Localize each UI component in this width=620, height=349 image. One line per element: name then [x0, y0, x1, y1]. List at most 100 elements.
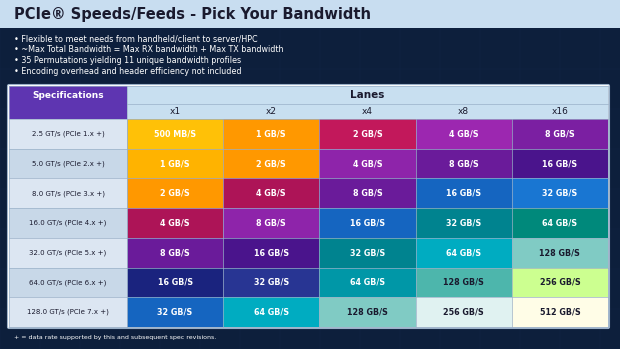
Bar	[223, 149, 319, 178]
Bar	[9, 119, 127, 149]
Bar	[319, 104, 415, 119]
Bar	[512, 119, 608, 149]
Text: 2 GB/S: 2 GB/S	[257, 159, 286, 168]
Text: 32 GB/S: 32 GB/S	[542, 189, 577, 198]
Text: 256 GB/S: 256 GB/S	[443, 307, 484, 317]
Text: 16 GB/S: 16 GB/S	[542, 159, 577, 168]
Text: 5.0 GT/s (PCIe 2.x +): 5.0 GT/s (PCIe 2.x +)	[32, 160, 104, 167]
Bar	[9, 208, 127, 238]
Bar	[127, 238, 223, 268]
Bar	[9, 149, 127, 178]
Text: PCIe® Speeds/Feeds - Pick Your Bandwidth: PCIe® Speeds/Feeds - Pick Your Bandwidth	[14, 7, 371, 22]
Bar	[223, 297, 319, 327]
Text: Specifications: Specifications	[32, 90, 104, 99]
Bar	[127, 149, 223, 178]
Bar	[512, 238, 608, 268]
Text: Lanes: Lanes	[350, 90, 384, 100]
Text: 256 GB/S: 256 GB/S	[539, 278, 580, 287]
Bar	[512, 268, 608, 297]
Text: 32 GB/S: 32 GB/S	[350, 248, 385, 257]
Bar	[9, 238, 127, 268]
Text: 64 GB/S: 64 GB/S	[542, 218, 577, 228]
Text: x1: x1	[169, 107, 180, 116]
Bar	[415, 208, 512, 238]
Bar	[223, 208, 319, 238]
Bar	[319, 238, 415, 268]
Text: 64.0 GT/s (PCIe 6.x +): 64.0 GT/s (PCIe 6.x +)	[29, 279, 107, 286]
Text: + = data rate supported by this and subsequent spec revisions.: + = data rate supported by this and subs…	[14, 334, 216, 340]
Text: 500 MB/S: 500 MB/S	[154, 129, 196, 138]
Text: 32.0 GT/s (PCIe 5.x +): 32.0 GT/s (PCIe 5.x +)	[29, 250, 107, 256]
Text: 16 GB/S: 16 GB/S	[350, 218, 385, 228]
Text: 4 GB/S: 4 GB/S	[449, 129, 479, 138]
Bar	[223, 178, 319, 208]
Text: 8 GB/S: 8 GB/S	[160, 248, 190, 257]
Text: 32 GB/S: 32 GB/S	[157, 307, 193, 317]
Bar	[127, 86, 608, 104]
Bar	[319, 119, 415, 149]
Bar	[415, 268, 512, 297]
Bar	[415, 149, 512, 178]
Bar	[9, 104, 127, 119]
Text: x2: x2	[266, 107, 277, 116]
Text: • Flexible to meet needs from handheld/client to server/HPC: • Flexible to meet needs from handheld/c…	[14, 34, 258, 43]
Bar	[319, 149, 415, 178]
Bar	[319, 208, 415, 238]
FancyBboxPatch shape	[7, 84, 609, 328]
Text: 16.0 GT/s (PCIe 4.x +): 16.0 GT/s (PCIe 4.x +)	[29, 220, 107, 226]
Bar	[9, 297, 127, 327]
Text: 1 GB/S: 1 GB/S	[257, 129, 286, 138]
Text: 2 GB/S: 2 GB/S	[353, 129, 383, 138]
Bar	[415, 178, 512, 208]
Bar	[415, 297, 512, 327]
Text: 128 GB/S: 128 GB/S	[539, 248, 580, 257]
Bar	[127, 268, 223, 297]
Bar	[512, 149, 608, 178]
Bar	[127, 297, 223, 327]
Text: 1 GB/S: 1 GB/S	[161, 159, 190, 168]
Text: 128.0 GT/s (PCIe 7.x +): 128.0 GT/s (PCIe 7.x +)	[27, 309, 109, 315]
Bar	[9, 268, 127, 297]
Bar	[319, 268, 415, 297]
Text: 8.0 GT/s (PCIe 3.x +): 8.0 GT/s (PCIe 3.x +)	[32, 190, 105, 196]
Bar	[319, 297, 415, 327]
Text: 16 GB/S: 16 GB/S	[254, 248, 289, 257]
Bar	[127, 178, 223, 208]
Text: 2 GB/S: 2 GB/S	[160, 189, 190, 198]
Text: 32 GB/S: 32 GB/S	[254, 278, 289, 287]
Bar	[9, 86, 127, 104]
Text: • 35 Permutations yielding 11 unique bandwidth profiles: • 35 Permutations yielding 11 unique ban…	[14, 56, 241, 65]
Text: 4 GB/S: 4 GB/S	[161, 218, 190, 228]
Bar	[223, 104, 319, 119]
Text: 4 GB/S: 4 GB/S	[257, 189, 286, 198]
Bar	[0, 0, 620, 28]
Text: x16: x16	[551, 107, 569, 116]
Text: 8 GB/S: 8 GB/S	[353, 189, 383, 198]
Text: 64 GB/S: 64 GB/S	[446, 248, 481, 257]
Text: 2.5 GT/s (PCIe 1.x +): 2.5 GT/s (PCIe 1.x +)	[32, 131, 104, 137]
Bar	[512, 208, 608, 238]
Bar	[512, 297, 608, 327]
Text: x8: x8	[458, 107, 469, 116]
Bar	[223, 238, 319, 268]
Text: 8 GB/S: 8 GB/S	[257, 218, 286, 228]
Text: 64 GB/S: 64 GB/S	[254, 307, 289, 317]
Bar	[512, 178, 608, 208]
Text: 64 GB/S: 64 GB/S	[350, 278, 385, 287]
Bar	[223, 119, 319, 149]
Bar	[223, 268, 319, 297]
Text: • Encoding overhead and header efficiency not included: • Encoding overhead and header efficienc…	[14, 67, 242, 76]
Text: 16 GB/S: 16 GB/S	[446, 189, 481, 198]
Text: 512 GB/S: 512 GB/S	[539, 307, 580, 317]
Bar	[415, 119, 512, 149]
Bar	[9, 178, 127, 208]
Bar	[415, 104, 512, 119]
Text: 128 GB/S: 128 GB/S	[443, 278, 484, 287]
Bar	[415, 238, 512, 268]
Text: x4: x4	[362, 107, 373, 116]
Text: • ~Max Total Bandwidth = Max RX bandwidth + Max TX bandwidth: • ~Max Total Bandwidth = Max RX bandwidt…	[14, 45, 283, 54]
Text: 8 GB/S: 8 GB/S	[449, 159, 479, 168]
Text: 8 GB/S: 8 GB/S	[545, 129, 575, 138]
Text: 32 GB/S: 32 GB/S	[446, 218, 481, 228]
Bar	[319, 178, 415, 208]
